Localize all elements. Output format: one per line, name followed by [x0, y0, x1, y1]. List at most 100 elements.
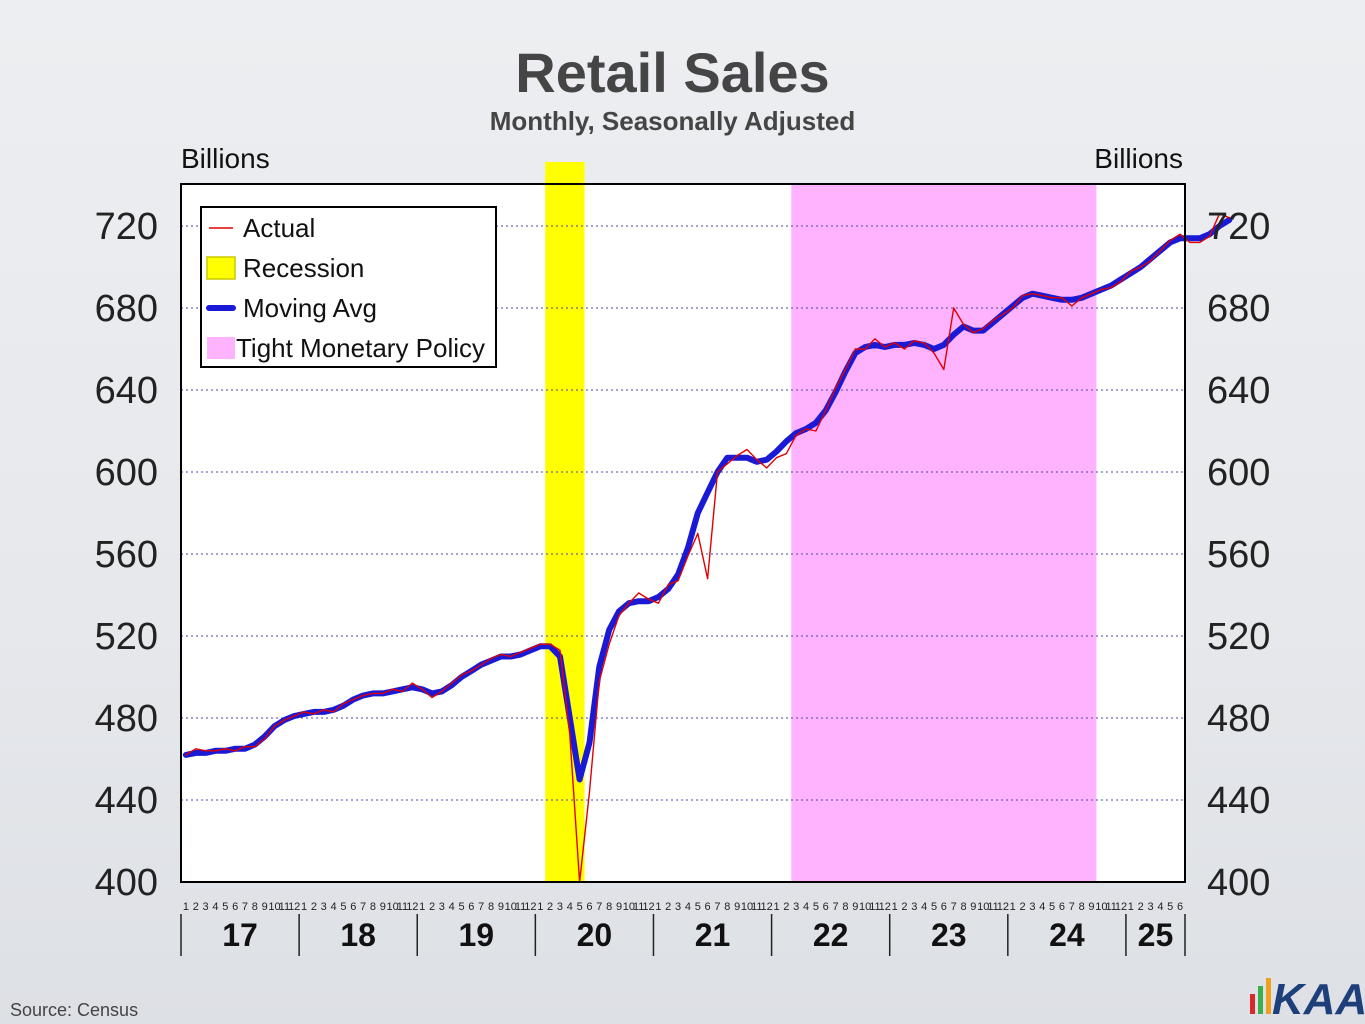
data-point-actual: [1218, 213, 1221, 215]
data-point-actual: [392, 688, 394, 690]
data-point-moving-avg: [962, 325, 965, 328]
x-month-tick: 8: [1079, 901, 1085, 913]
data-point-moving-avg: [707, 491, 709, 494]
x-month-tick: 2: [665, 901, 671, 913]
data-point-moving-avg: [195, 752, 197, 754]
data-point-actual: [677, 580, 679, 582]
x-month-tick: 11: [515, 901, 526, 913]
x-month-tick: 9: [970, 901, 976, 913]
data-point-actual: [195, 748, 197, 750]
data-point-actual: [874, 338, 876, 340]
y-tick-label-right: 680: [1207, 288, 1270, 330]
x-year-label: 25: [1138, 917, 1174, 953]
x-month-tick: 4: [449, 901, 455, 913]
data-point-actual: [254, 746, 256, 748]
x-month-tick: 6: [1059, 901, 1065, 913]
data-point-actual: [687, 555, 689, 557]
shade-tight-monetary-policy: [791, 184, 1097, 882]
x-month-tick: 10: [387, 901, 399, 913]
x-month-tick: 2: [429, 901, 435, 913]
data-point-actual: [490, 657, 492, 660]
x-month-tick: 4: [1039, 901, 1045, 913]
legend-label-recession: Recession: [243, 253, 364, 283]
data-point-moving-avg: [1169, 241, 1171, 243]
data-point-actual: [815, 430, 817, 432]
x-month-tick: 10: [623, 901, 635, 913]
data-point-moving-avg: [1149, 258, 1152, 260]
y-tick-label-right: 480: [1207, 698, 1270, 740]
x-month-tick: 9: [616, 901, 622, 913]
data-point-actual: [1179, 233, 1181, 235]
x-month-tick: 11: [279, 901, 290, 913]
x-month-tick: 4: [567, 901, 573, 913]
data-point-actual: [401, 690, 404, 692]
data-point-actual: [1002, 313, 1004, 315]
x-month-tick: 1: [655, 901, 661, 913]
x-month-tick: 4: [1157, 901, 1163, 913]
x-month-tick: 8: [960, 901, 966, 913]
data-point-actual: [844, 368, 847, 371]
page-subtitle: Monthly, Seasonally Adjusted: [489, 106, 856, 136]
x-month-tick: 2: [1138, 901, 1144, 913]
x-month-tick: 6: [823, 901, 829, 913]
data-point-actual: [923, 342, 925, 344]
legend-swatch-tight-monetary-policy: [207, 337, 235, 359]
x-month-tick: 11: [633, 901, 644, 913]
x-month-tick: 4: [803, 901, 809, 913]
data-point-actual: [943, 368, 945, 371]
x-month-tick: 11: [1105, 901, 1116, 913]
data-point-actual: [480, 664, 482, 666]
data-point-moving-avg: [815, 422, 817, 424]
x-month-tick: 5: [458, 901, 464, 913]
x-month-tick: 11: [987, 901, 998, 913]
data-point-actual: [214, 750, 217, 752]
data-point-moving-avg: [264, 735, 266, 738]
data-point-moving-avg: [913, 342, 915, 344]
x-year-label: 22: [813, 917, 849, 953]
data-point-moving-avg: [224, 750, 226, 752]
x-month-tick: 5: [1167, 901, 1173, 913]
x-month-tick: 7: [360, 901, 366, 913]
data-point-moving-avg: [588, 742, 591, 744]
data-point-actual: [1110, 286, 1112, 289]
x-month-tick: 7: [478, 901, 484, 913]
data-point-actual: [362, 694, 364, 697]
data-point-actual: [647, 598, 650, 600]
data-point-actual: [854, 348, 856, 350]
x-month-tick: 3: [1147, 901, 1153, 913]
data-point-actual: [766, 467, 768, 469]
y-tick-label-left: 440: [95, 780, 158, 822]
data-point-moving-avg: [972, 329, 974, 332]
data-point-moving-avg: [618, 610, 620, 613]
data-point-moving-avg: [303, 713, 305, 715]
x-year-label: 21: [695, 917, 731, 953]
x-month-tick: 5: [1049, 901, 1055, 913]
data-point-moving-avg: [746, 457, 748, 459]
x-month-tick: 7: [242, 901, 248, 913]
data-point-actual: [716, 471, 719, 473]
x-month-tick: 3: [439, 901, 445, 913]
data-point-moving-avg: [726, 457, 728, 459]
x-month-tick: 1: [419, 901, 425, 913]
data-point-moving-avg: [460, 676, 463, 678]
data-point-actual: [894, 342, 896, 344]
y-tick-label-left: 520: [95, 616, 158, 658]
data-point-actual: [234, 750, 236, 752]
data-point-actual: [913, 340, 915, 342]
data-point-moving-avg: [1021, 297, 1024, 299]
x-month-tick: 6: [232, 901, 238, 913]
x-month-tick: 7: [714, 901, 720, 913]
x-month-tick: 1: [892, 901, 898, 913]
data-point-actual: [1031, 293, 1034, 295]
x-month-tick: 2: [1020, 901, 1026, 913]
data-point-actual: [411, 682, 413, 684]
data-point-moving-avg: [992, 321, 994, 323]
data-point-moving-avg: [451, 684, 453, 686]
data-point-actual: [421, 688, 423, 690]
x-month-tick: 9: [734, 901, 740, 913]
x-month-tick: 12: [642, 901, 654, 913]
data-point-moving-avg: [756, 461, 758, 463]
data-point-actual: [982, 327, 984, 330]
y-axis-label-left: Billions: [181, 143, 270, 174]
